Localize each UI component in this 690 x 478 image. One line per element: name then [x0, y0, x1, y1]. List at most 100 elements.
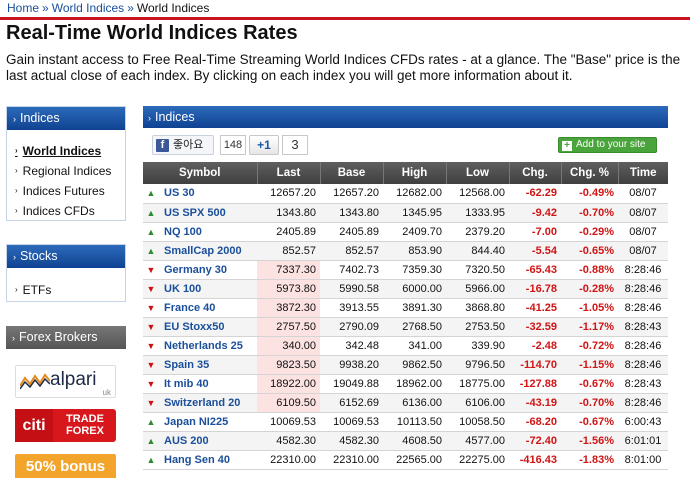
base-cell: 2405.89 [320, 222, 383, 242]
breadcrumb-home-link[interactable]: Home [7, 1, 40, 15]
change-cell: -416.43 [509, 450, 561, 470]
symbol-link[interactable]: Netherlands 25 [164, 339, 243, 352]
facebook-like-button[interactable]: f 좋아요 [152, 135, 214, 155]
symbol-link[interactable]: Spain 35 [164, 358, 210, 371]
add-to-site-label: Add to your site [576, 139, 646, 150]
symbol-cell[interactable]: ▲ US SPX 500 [143, 203, 257, 223]
base-cell: 19049.88 [320, 374, 383, 394]
base-cell: 12657.20 [320, 184, 383, 204]
table-row[interactable]: ▲ US 30 12657.20 12657.20 12682.00 12568.00 -6… [143, 184, 668, 204]
table-row[interactable]: ▲ NQ 100 2405.89 2405.89 2409.70 2379.20 -7.00… [143, 222, 668, 242]
table-row[interactable]: ▲ US SPX 500 1343.80 1343.80 1345.95 1333.95-… [143, 203, 668, 223]
col-header-last[interactable]: Last [257, 162, 321, 184]
facebook-like-label: 좋아요 [173, 139, 204, 151]
sidebar-item-indices-futures[interactable]: › Indices Futures [15, 181, 125, 201]
bonus-banner[interactable]: 50% bonus [15, 454, 116, 478]
symbol-cell[interactable]: ▼ France 40 [143, 298, 257, 318]
symbol-cell[interactable]: ▲ AUS 200 [143, 431, 257, 451]
col-header-chg-pct[interactable]: Chg. % [561, 162, 619, 184]
table-row[interactable]: ▼ Spain 35 9823.50 9938.20 9862.50 9796.50 -11… [143, 355, 668, 375]
symbol-cell[interactable]: ▼ UK 100 [143, 279, 257, 299]
symbol-link[interactable]: NQ 100 [164, 225, 202, 238]
symbol-link[interactable]: Japan NI225 [164, 415, 229, 428]
symbol-cell[interactable]: ▼ Germany 30 [143, 260, 257, 280]
base-cell: 852.57 [320, 241, 383, 261]
table-row[interactable]: ▲ AUS 200 4582.30 4582.30 4608.50 4577.00 -72.… [143, 431, 668, 451]
table-row[interactable]: ▲ Hang Sen 40 22310.00 22310.00 22565.00 2227… [143, 450, 668, 470]
col-header-low[interactable]: Low [446, 162, 510, 184]
alpari-logo[interactable]: alpari uk [15, 365, 116, 398]
last-cell: 1343.80 [257, 203, 320, 223]
high-cell: 2409.70 [383, 222, 446, 242]
symbol-link[interactable]: AUS 200 [164, 434, 209, 447]
table-row[interactable]: ▼ Netherlands 25 340.00 342.48 341.00 339.90-… [143, 336, 668, 356]
sidebar-item-world-indices[interactable]: › World Indices [15, 141, 125, 161]
indices-header: › Indices [143, 106, 668, 128]
triangle-up-icon: ▲ [146, 226, 156, 237]
symbol-link[interactable]: Switzerland 20 [164, 396, 241, 409]
breadcrumb-section-link[interactable]: World Indices [51, 1, 125, 15]
symbol-link[interactable]: France 40 [164, 301, 216, 314]
change-cell: -72.40 [509, 431, 561, 451]
change-pct-cell: -0.65% [561, 241, 618, 261]
symbol-link[interactable]: EU Stoxx50 [164, 320, 225, 333]
table-row[interactable]: ▲ Japan NI225 10069.53 10069.53 10113.50 1005… [143, 412, 668, 432]
symbol-link[interactable]: UK 100 [164, 282, 202, 295]
symbol-cell[interactable]: ▲ Japan NI225 [143, 412, 257, 432]
change-pct-cell: -0.67% [561, 412, 618, 432]
time-cell: 08/07 [618, 203, 668, 223]
sidebar-item-etfs[interactable]: › ETFs [15, 280, 125, 300]
symbol-cell[interactable]: ▼ EU Stoxx50 [143, 317, 257, 337]
sidebar-item-regional-indices[interactable]: › Regional Indices [15, 161, 125, 181]
google-plus-button[interactable]: +1 [249, 135, 279, 155]
high-cell: 22565.00 [383, 450, 446, 470]
col-header-time[interactable]: Time [618, 162, 668, 184]
table-row[interactable]: ▼ EU Stoxx50 2757.50 2790.09 2768.50 2753.50-… [143, 317, 668, 337]
base-cell: 342.48 [320, 336, 383, 356]
sidebar-item-label: Indices CFDs [22, 204, 95, 218]
symbol-cell[interactable]: ▼ Netherlands 25 [143, 336, 257, 356]
low-cell: 12568.00 [446, 184, 509, 204]
time-cell: 8:28:46 [618, 260, 668, 280]
high-cell: 7359.30 [383, 260, 446, 280]
bullet-arrow-icon: › [15, 206, 18, 215]
col-header-high[interactable]: High [383, 162, 447, 184]
table-row[interactable]: ▼ UK 100 5973.80 5990.58 6000.00 5966.00 -16.7… [143, 279, 668, 299]
sidebar-item-indices-cfds[interactable]: › Indices CFDs [15, 201, 125, 221]
citi-trade-forex-logo[interactable]: citi TRADE FOREX [15, 409, 116, 442]
symbol-link[interactable]: Germany 30 [164, 263, 227, 276]
symbol-cell[interactable]: ▲ SmallCap 2000 [143, 241, 257, 261]
high-cell: 10113.50 [383, 412, 446, 432]
triangle-up-icon: ▲ [146, 435, 156, 446]
sidebar-item-label: Regional Indices [22, 164, 112, 178]
bullet-arrow-icon: › [12, 333, 15, 343]
citi-line1: TRADE [66, 413, 104, 425]
symbol-cell[interactable]: ▲ US 30 [143, 184, 257, 204]
table-row[interactable]: ▼ France 40 3872.30 3913.55 3891.30 3868.80 -4… [143, 298, 668, 318]
time-cell: 8:28:46 [618, 279, 668, 299]
add-to-site-button[interactable]: + Add to your site [558, 137, 657, 153]
base-cell: 5990.58 [320, 279, 383, 299]
low-cell: 5966.00 [446, 279, 509, 299]
high-cell: 6136.00 [383, 393, 446, 413]
table-row[interactable]: ▼ It mib 40 18922.00 19049.88 18962.00 18775.… [143, 374, 668, 394]
symbol-cell[interactable]: ▼ Spain 35 [143, 355, 257, 375]
triangle-down-icon: ▼ [146, 302, 156, 313]
col-header-symbol[interactable]: Symbol [143, 162, 258, 184]
symbol-cell[interactable]: ▲ NQ 100 [143, 222, 257, 242]
last-cell: 10069.53 [257, 412, 320, 432]
symbol-cell[interactable]: ▼ Switzerland 20 [143, 393, 257, 413]
symbol-link[interactable]: It mib 40 [164, 377, 209, 390]
table-row[interactable]: ▼ Switzerland 20 6109.50 6152.69 6136.00 6106… [143, 393, 668, 413]
col-header-chg[interactable]: Chg. [509, 162, 562, 184]
symbol-link[interactable]: US 30 [164, 187, 195, 200]
symbol-cell[interactable]: ▲ Hang Sen 40 [143, 450, 257, 470]
symbol-link[interactable]: Hang Sen 40 [164, 453, 231, 466]
bullet-arrow-icon: › [148, 113, 151, 123]
col-header-base[interactable]: Base [320, 162, 384, 184]
symbol-cell[interactable]: ▼ It mib 40 [143, 374, 257, 394]
symbol-link[interactable]: US SPX 500 [164, 206, 226, 219]
symbol-link[interactable]: SmallCap 2000 [164, 244, 242, 257]
table-row[interactable]: ▲ SmallCap 2000 852.57 852.57 853.90 844.40 -5… [143, 241, 668, 261]
table-row[interactable]: ▼ Germany 30 7337.30 7402.73 7359.30 7320.50-… [143, 260, 668, 280]
